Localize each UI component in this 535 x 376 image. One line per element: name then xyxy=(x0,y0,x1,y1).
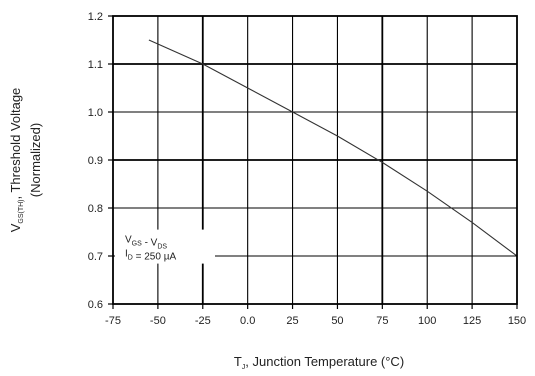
y-axis-subtitle: (Normalized) xyxy=(28,123,43,197)
x-axis-title: TJ, Junction Temperature (°C) xyxy=(234,354,404,371)
x-tick-labels: -75 -50 -25 0.0 25 50 75 100 125 150 xyxy=(105,315,526,327)
annotation-label: ID = 250 µA xyxy=(125,249,176,263)
x-tick-label: 0.0 xyxy=(240,315,255,327)
x-tick-label: 100 xyxy=(418,315,436,327)
y-tick-label: 1.1 xyxy=(88,59,103,71)
annotation-box xyxy=(115,229,215,264)
y-tick-label: 1.0 xyxy=(88,107,103,119)
x-tick-label: 50 xyxy=(331,315,343,327)
plot-frame xyxy=(108,15,518,309)
axis-titles: TJ, Junction Temperature (°C) VGS(TH), Th… xyxy=(8,88,404,371)
y-tick-label: 0.9 xyxy=(88,155,103,167)
x-tick-label: -25 xyxy=(195,315,211,327)
series-line xyxy=(148,39,518,257)
annotation-label: VGS - VDS xyxy=(125,235,167,251)
x-tick-label: 150 xyxy=(508,315,526,327)
y-tick-labels: 0.6 0.7 0.8 0.9 1.0 1.1 1.2 xyxy=(88,11,103,311)
series-layer xyxy=(148,39,518,257)
y-tick-label: 0.8 xyxy=(88,203,103,215)
x-tick-label: 125 xyxy=(463,315,481,327)
x-tick-label: 25 xyxy=(286,315,298,327)
y-tick-label: 0.6 xyxy=(88,299,103,311)
y-axis-title: VGS(TH), Threshold Voltage xyxy=(8,88,25,233)
x-tick-label: 75 xyxy=(376,315,388,327)
y-tick-label: 1.2 xyxy=(88,11,103,23)
x-tick-label: -75 xyxy=(105,315,121,327)
x-tick-label: -50 xyxy=(150,315,166,327)
y-tick-label: 0.7 xyxy=(88,251,103,263)
